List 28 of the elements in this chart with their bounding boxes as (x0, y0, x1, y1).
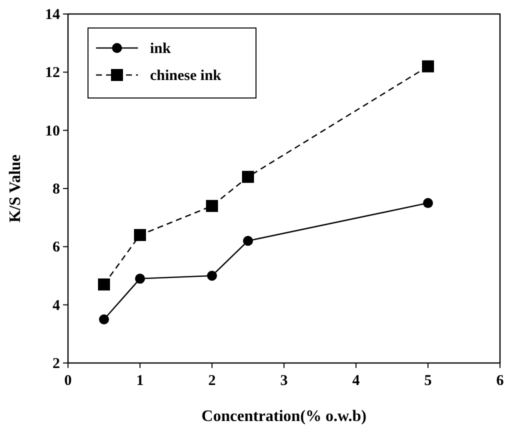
y-tick-label: 6 (52, 240, 60, 256)
point (98, 278, 110, 290)
point (423, 198, 433, 208)
y-axis-title: K/S Value (7, 154, 24, 223)
x-axis-title: Concentration(% o.w.b) (202, 408, 366, 425)
point (422, 60, 434, 72)
point (206, 200, 218, 212)
x-tick-label: 4 (352, 373, 360, 389)
y-tick-label: 12 (45, 65, 60, 82)
x-tick-label: 5 (424, 373, 432, 389)
point (242, 170, 254, 183)
y-tick-label: 10 (45, 123, 60, 140)
point (99, 314, 109, 324)
y-tick-label: 2 (52, 356, 60, 372)
y-tick-label: 8 (52, 182, 60, 198)
x-tick-label: 2 (208, 373, 216, 389)
y-tick-label: 14 (45, 7, 60, 23)
x-tick-label: 6 (496, 373, 504, 389)
point (207, 270, 217, 281)
x-tick-label: 3 (280, 373, 288, 389)
point (135, 274, 145, 284)
legend-label: chinese ink (150, 68, 222, 84)
point (134, 229, 146, 242)
point (243, 236, 253, 246)
x-tick-label: 1 (136, 373, 144, 389)
x-tick-label: 0 (64, 373, 72, 389)
legend-label: ink (150, 41, 172, 57)
y-tick-label: 4 (52, 298, 60, 314)
